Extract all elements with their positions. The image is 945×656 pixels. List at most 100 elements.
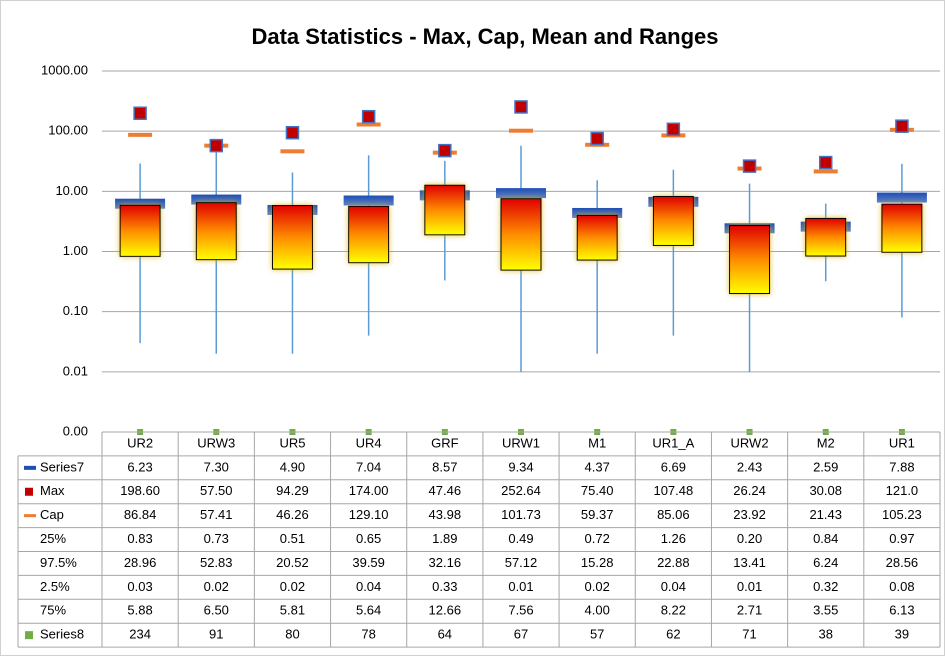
table-cell: 0.73 <box>204 531 229 546</box>
mean-bar <box>191 194 242 205</box>
table-cell: 7.04 <box>356 459 381 474</box>
table-cell: 5.64 <box>356 603 381 618</box>
table-cell: 121.0 <box>886 483 919 498</box>
table-cell: 64 <box>438 627 452 642</box>
max-marker <box>666 122 681 137</box>
legend-label: 25% <box>40 531 66 546</box>
x-tick-label: UR1 <box>889 435 915 450</box>
table-cell: 7.56 <box>508 603 533 618</box>
table-cell: 2.71 <box>737 603 762 618</box>
table-cell: 0.08 <box>889 579 914 594</box>
table-cell: 1.26 <box>661 531 686 546</box>
mean-bar <box>496 188 546 199</box>
box <box>271 205 313 270</box>
table-cell: 4.00 <box>585 603 610 618</box>
legend-label: Series8 <box>40 627 84 642</box>
table-cell: 86.84 <box>124 507 157 522</box>
max-marker <box>742 159 757 173</box>
table-cell: 26.24 <box>733 483 766 498</box>
table-cell: 7.30 <box>204 459 229 474</box>
cap-marker <box>356 122 381 127</box>
y-tick-label: 0.00 <box>63 423 88 438</box>
table-cell: 0.03 <box>127 579 152 594</box>
table-cell: 105.23 <box>882 507 922 522</box>
table-cell: 0.02 <box>204 579 229 594</box>
table-cell: 6.69 <box>661 459 686 474</box>
x-tick-label: URW1 <box>502 435 540 450</box>
mean-bar <box>115 198 166 209</box>
cap-marker <box>280 149 305 154</box>
legend-key <box>24 465 36 470</box>
y-tick-label: 100.00 <box>48 123 88 138</box>
x-tick-label: UR1_A <box>652 435 694 450</box>
max-marker <box>133 106 147 120</box>
box <box>119 204 161 257</box>
legend-label: 2.5% <box>40 579 70 594</box>
box <box>348 205 390 264</box>
table-cell: 91 <box>209 627 223 642</box>
box <box>576 214 618 261</box>
table-cell: 8.22 <box>661 603 686 618</box>
table-cell: 0.32 <box>813 579 838 594</box>
table-cell: 0.84 <box>813 531 838 546</box>
table-cell: 6.24 <box>813 555 838 570</box>
table-cell: 0.33 <box>432 579 457 594</box>
table-cell: 15.28 <box>581 555 614 570</box>
table-cell: 52.83 <box>200 555 233 570</box>
table-cell: 3.55 <box>813 603 838 618</box>
box <box>195 202 237 261</box>
table-cell: 2.43 <box>737 459 762 474</box>
table-cell: 71 <box>742 627 756 642</box>
x-tick-label: UR2 <box>127 435 153 450</box>
max-marker <box>514 100 528 114</box>
box <box>500 198 542 271</box>
cap-marker <box>128 132 153 137</box>
table-cell: 57 <box>590 627 604 642</box>
table-cell: 7.88 <box>889 459 914 474</box>
x-tick-label: M1 <box>588 435 606 450</box>
table-cell: 5.81 <box>280 603 305 618</box>
table-cell: 6.13 <box>889 603 914 618</box>
table-cell: 94.29 <box>276 483 309 498</box>
table-cell: 59.37 <box>581 507 614 522</box>
table-cell: 6.50 <box>204 603 229 618</box>
max-marker <box>361 109 376 124</box>
table-cell: 28.56 <box>886 555 919 570</box>
box <box>881 203 923 253</box>
x-tick-label: UR4 <box>356 435 382 450</box>
table-cell: 0.01 <box>737 579 762 594</box>
table-cell: 0.02 <box>585 579 610 594</box>
mean-bar <box>572 207 623 218</box>
table-cell: 57.12 <box>505 555 538 570</box>
table-cell: 0.97 <box>889 531 914 546</box>
cap-marker <box>813 169 838 174</box>
y-tick-label: 0.01 <box>63 363 88 378</box>
table-cell: 0.51 <box>280 531 305 546</box>
x-tick-label: GRF <box>431 435 459 450</box>
legend-label: 75% <box>40 603 66 618</box>
table-cell: 28.96 <box>124 555 157 570</box>
box <box>652 195 694 246</box>
y-tick-label: 0.10 <box>63 303 88 318</box>
x-tick-label: UR5 <box>279 435 305 450</box>
table-cell: 0.04 <box>661 579 686 594</box>
mean-bar <box>343 195 394 206</box>
legend-label: Max <box>40 483 65 498</box>
table-cell: 67 <box>514 627 528 642</box>
legend-key <box>25 631 33 640</box>
max-marker <box>895 119 909 133</box>
table-cell: 129.10 <box>349 507 389 522</box>
table-cell: 20.52 <box>276 555 309 570</box>
table-cell: 12.66 <box>429 603 462 618</box>
table-cell: 85.06 <box>657 507 690 522</box>
table-cell: 46.26 <box>276 507 309 522</box>
max-marker <box>438 143 452 158</box>
table-cell: 0.20 <box>737 531 762 546</box>
y-tick-label: 10.00 <box>55 183 88 198</box>
table-cell: 101.73 <box>501 507 541 522</box>
table-cell: 6.23 <box>127 459 152 474</box>
table-cell: 9.34 <box>508 459 533 474</box>
chart-title: Data Statistics - Max, Cap, Mean and Ran… <box>251 24 718 49</box>
table-cell: 39 <box>895 627 909 642</box>
